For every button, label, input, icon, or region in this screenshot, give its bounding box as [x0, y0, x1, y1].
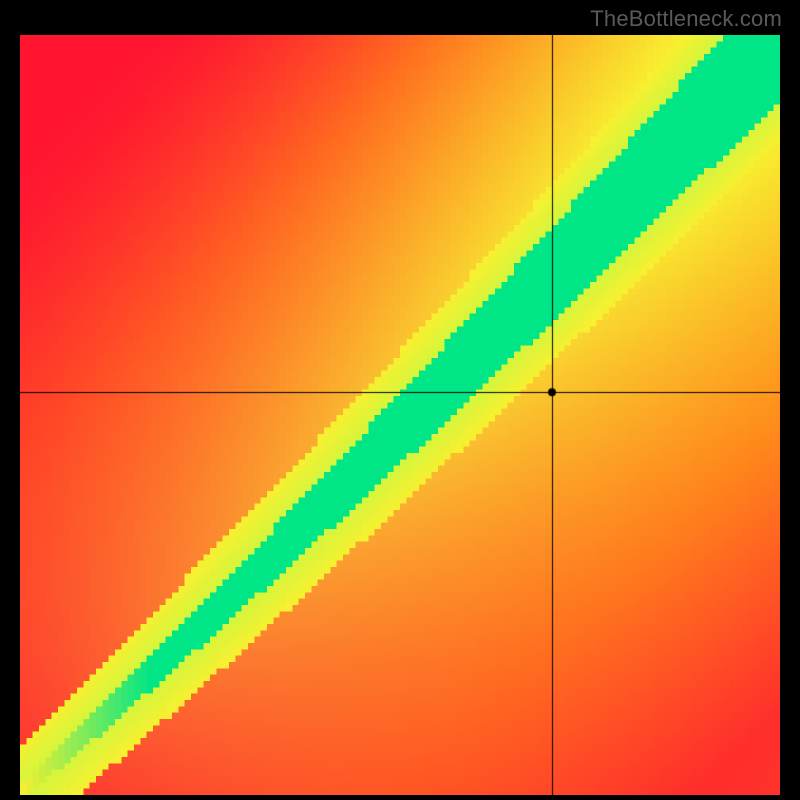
watermark-text: TheBottleneck.com: [590, 6, 782, 32]
crosshair-overlay: [20, 35, 780, 795]
chart-container: TheBottleneck.com: [0, 0, 800, 800]
